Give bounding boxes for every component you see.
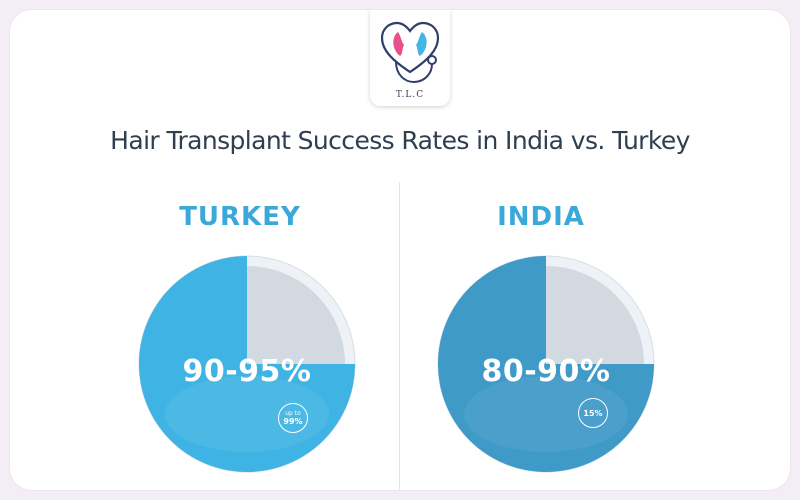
india-remainder-slice xyxy=(546,266,644,364)
infographic-card: T.L.C Hair Transplant Success Rates in I… xyxy=(10,10,790,490)
brand-logo-text: T.L.C xyxy=(395,90,425,100)
heart-stethoscope-logo-icon xyxy=(380,21,440,84)
column-divider xyxy=(399,182,400,490)
india-badge: 15% xyxy=(578,398,608,428)
turkey-badge-line2: 99% xyxy=(283,417,303,426)
chart-title: Hair Transplant Success Rates in India v… xyxy=(110,126,690,155)
turkey-badge: up to 99% xyxy=(278,403,308,433)
india-pie-chart: 80-90% 15% xyxy=(436,254,656,474)
turkey-gloss xyxy=(165,376,329,452)
turkey-pie-chart: 90-95% up to 99% xyxy=(137,254,357,474)
india-gloss xyxy=(464,376,628,452)
india-badge-line1: 15% xyxy=(583,408,603,418)
brand-logo: T.L.C xyxy=(370,10,450,106)
turkey-label: TURKEY xyxy=(179,202,301,232)
india-label: INDIA xyxy=(497,202,585,232)
turkey-badge-line1: up to xyxy=(285,410,301,417)
turkey-value-label: 90-95% xyxy=(182,354,312,389)
india-value-label: 80-90% xyxy=(481,354,611,389)
turkey-remainder-slice xyxy=(247,266,345,364)
